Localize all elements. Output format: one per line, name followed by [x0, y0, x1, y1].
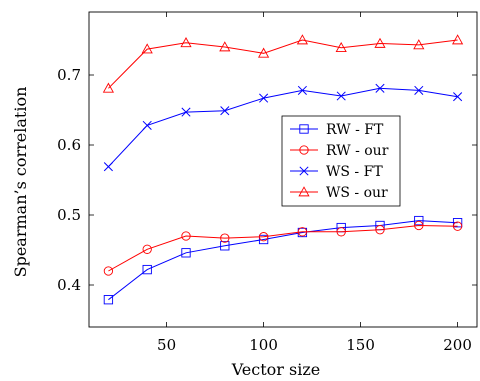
legend-item: WS - our: [290, 185, 388, 201]
series-line: [108, 39, 458, 89]
data-point: [180, 37, 192, 48]
marker-stroke: [181, 107, 191, 117]
data-point: [296, 34, 308, 45]
data-point: [220, 106, 230, 116]
data-point: [374, 37, 386, 48]
data-point: [142, 120, 152, 130]
legend-label: WS - our: [326, 185, 388, 201]
x-axis-label: Vector size: [231, 360, 321, 379]
y-tick-label: 0.6: [57, 136, 81, 154]
legend-item: WS - FT: [290, 164, 383, 180]
data-point: [297, 227, 308, 237]
x-tick-label: 100: [249, 336, 278, 354]
data-point: [375, 83, 385, 93]
data-point: [219, 41, 231, 52]
x-tick-label: 150: [346, 336, 375, 354]
data-point: [414, 215, 424, 226]
marker-stroke: [103, 162, 113, 172]
data-point: [336, 227, 346, 237]
data-point: [259, 93, 269, 103]
data-point: [220, 241, 230, 251]
data-point: [142, 264, 152, 275]
data-point: [335, 41, 347, 53]
data-point: [375, 225, 385, 235]
marker-stroke: [453, 92, 463, 102]
marker-stroke: [142, 120, 152, 130]
data-point: [103, 266, 114, 276]
data-point: [181, 107, 191, 117]
y-axis: 0.4 0.5 0.6 0.7: [57, 66, 477, 294]
legend-item: RW - our: [290, 143, 389, 159]
data-point: [258, 234, 269, 245]
data-point: [142, 244, 152, 254]
x-tick-label: 200: [443, 336, 472, 354]
data-point: [141, 43, 153, 54]
y-tick-label: 0.7: [57, 66, 81, 84]
y-axis-label: Spearman’s correlation: [11, 87, 30, 278]
series-layer: [102, 34, 464, 305]
y-tick-label: 0.4: [57, 276, 81, 294]
series-line: [108, 87, 458, 168]
plot-area: [88, 11, 478, 328]
data-point: [181, 248, 191, 258]
legend-label: RW - FT: [326, 122, 384, 138]
x-axis: 50 100 150 200: [157, 12, 472, 354]
legend-label: WS - FT: [326, 164, 383, 180]
marker-stroke: [336, 91, 346, 101]
data-point: [297, 85, 307, 95]
series-ws-our: [102, 34, 464, 93]
y-tick-label: 0.5: [57, 206, 81, 224]
legend-marker: [299, 145, 309, 155]
marker-stroke: [375, 83, 385, 93]
marker-stroke: [299, 166, 309, 176]
data-point: [181, 231, 191, 241]
data-point: [258, 47, 270, 58]
series-line: [108, 224, 458, 272]
marker-stroke: [414, 85, 424, 95]
x-tick-label: 50: [157, 336, 176, 354]
legend: RW - FT RW - our WS - FT WS - our: [281, 115, 401, 207]
legend-label: RW - our: [326, 143, 389, 159]
data-point: [414, 85, 424, 95]
data-point: [453, 92, 463, 102]
data-point: [452, 221, 463, 231]
data-point: [452, 218, 463, 228]
data-point: [452, 34, 464, 45]
data-point: [103, 162, 113, 172]
legend-marker: [299, 124, 309, 134]
series-rw-our: [103, 220, 463, 276]
series-rw-ft: [103, 215, 463, 305]
data-point: [258, 232, 269, 242]
data-point: [220, 233, 230, 243]
data-point: [413, 39, 425, 50]
data-point: [102, 82, 114, 93]
data-point: [103, 295, 114, 305]
legend-marker: [298, 186, 310, 197]
marker-stroke: [297, 85, 307, 95]
legend-item: RW - FT: [290, 122, 384, 138]
marker-stroke: [259, 93, 269, 103]
series-ws-ft: [103, 83, 463, 172]
data-point: [414, 220, 424, 231]
series-line: [108, 220, 458, 301]
legend-marker: [299, 166, 309, 176]
data-point: [336, 91, 346, 101]
plot-frame: [88, 11, 478, 328]
marker-stroke: [220, 106, 230, 116]
